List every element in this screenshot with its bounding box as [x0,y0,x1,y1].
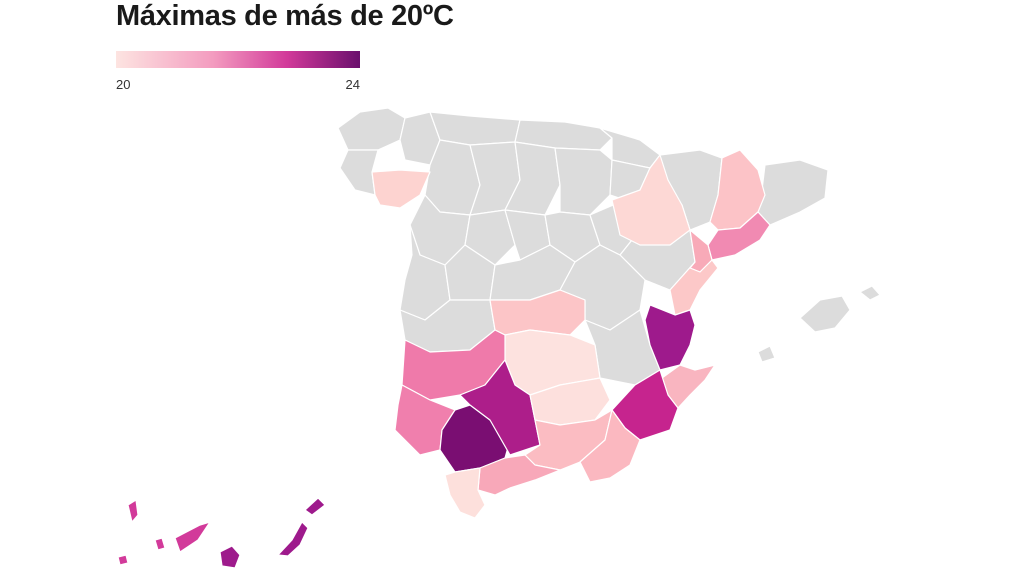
region-malaga[interactable] [477,454,561,496]
province-no-data[interactable] [757,159,829,226]
legend-gradient-bar [116,51,360,68]
province-no-data[interactable] [337,107,406,151]
region-las-palmas[interactable] [219,497,326,569]
region-santa-cruz-de-tenerife[interactable] [117,499,211,566]
legend-min-label: 20 [116,77,131,92]
page-title: Máximas de más de 20ºC [116,0,454,32]
region-cadiz[interactable] [444,467,486,519]
region-castellon[interactable] [669,259,719,316]
province-no-data[interactable] [859,285,881,301]
region-almeria[interactable] [579,409,641,483]
region-ourense[interactable] [371,169,431,209]
region-valencia[interactable] [644,304,696,371]
legend-max-label: 24 [345,77,360,92]
province-no-data[interactable] [757,345,776,363]
region-zaragoza[interactable] [611,154,691,246]
province-no-data[interactable] [464,209,516,266]
province-no-data[interactable] [554,147,613,216]
province-no-data[interactable] [799,295,851,333]
color-legend: 20 24 [116,51,360,92]
